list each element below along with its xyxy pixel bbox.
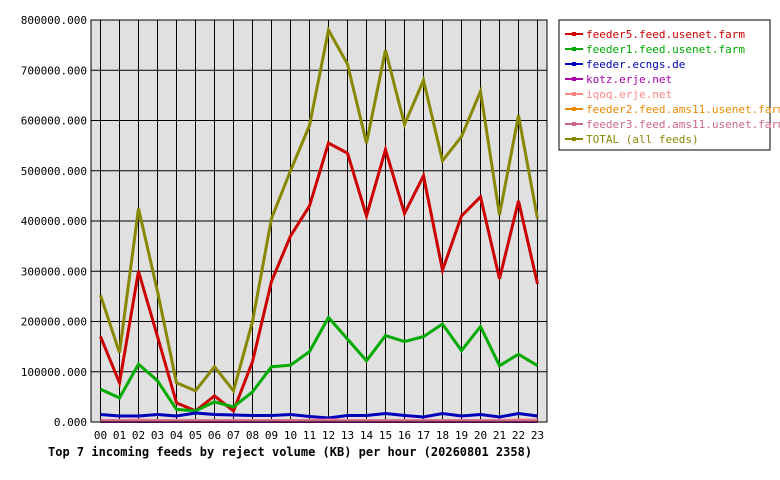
legend-label: TOTAL (all feeds) <box>586 133 699 146</box>
y-tick-label: 600000.000 <box>21 115 87 128</box>
x-tick-label: 18 <box>436 429 449 442</box>
legend-item: iqoq.erje.net <box>565 88 672 101</box>
chart-title: Top 7 incoming feeds by reject volume (K… <box>48 445 532 459</box>
x-tick-label: 10 <box>284 429 297 442</box>
y-tick-label: 500000.000 <box>21 165 87 178</box>
legend-item: feeder.ecngs.de <box>565 58 685 71</box>
legend-marker <box>572 92 576 96</box>
legend-marker <box>572 137 576 141</box>
x-tick-label: 07 <box>227 429 240 442</box>
x-tick-label: 09 <box>265 429 278 442</box>
y-tick-label: 0.000 <box>54 416 87 429</box>
legend-label: feeder1.feed.usenet.farm <box>586 43 745 56</box>
y-axis-ticks: 0.000 100000.000 200000.000 300000.000 40000… <box>21 14 87 429</box>
x-tick-label: 04 <box>170 429 184 442</box>
legend-marker <box>572 77 576 81</box>
legend-box <box>558 19 771 151</box>
legend-marker <box>572 122 576 126</box>
legend-marker <box>572 47 576 51</box>
legend-item: feeder3.feed.ams11.usenet.farm <box>565 118 780 131</box>
y-tick-label: 700000.000 <box>21 64 87 77</box>
y-tick-label: 200000.000 <box>21 316 87 329</box>
x-axis-ticks: 00 01 02 03 04 05 06 07 08 09 10 11 12 13 14 15 16 17 18 19… <box>94 429 544 442</box>
series-line <box>99 314 539 413</box>
x-tick-label: 03 <box>151 429 164 442</box>
legend-item: feeder2.feed.ams11.usenet.farm <box>565 103 780 116</box>
x-tick-label: 12 <box>322 429 335 442</box>
legend-item: TOTAL (all feeds) <box>565 133 699 146</box>
x-tick-label: 08 <box>246 429 259 442</box>
legend-item: feeder1.feed.usenet.farm <box>565 43 745 56</box>
y-tick-label: 400000.000 <box>21 215 87 228</box>
plot-frame <box>90 19 548 423</box>
y-tick-label: 100000.000 <box>21 366 87 379</box>
x-tick-label: 01 <box>113 429 126 442</box>
legend-label: feeder.ecngs.de <box>586 58 685 71</box>
x-tick-label: 11 <box>303 429 316 442</box>
x-tick-label: 14 <box>360 429 374 442</box>
x-tick-label: 23 <box>531 429 544 442</box>
x-tick-label: 22 <box>512 429 525 442</box>
y-tick-label: 800000.000 <box>21 14 87 27</box>
x-tick-label: 02 <box>132 429 145 442</box>
legend-marker <box>572 62 576 66</box>
legend-marker <box>572 32 576 36</box>
legend-item: kotz.erje.net <box>565 73 672 86</box>
series-line <box>99 25 539 395</box>
x-tick-label: 19 <box>455 429 468 442</box>
legend-label: iqoq.erje.net <box>586 88 672 101</box>
x-tick-label: 16 <box>398 429 411 442</box>
x-tick-label: 06 <box>208 429 221 442</box>
series-line <box>100 411 538 420</box>
x-tick-label: 00 <box>94 429 107 442</box>
x-tick-label: 17 <box>417 429 430 442</box>
y-tick-label: 300000.000 <box>21 265 87 278</box>
x-tick-label: 15 <box>379 429 392 442</box>
x-tick-label: 20 <box>474 429 487 442</box>
legend-label: feeder3.feed.ams11.usenet.farm <box>586 118 780 131</box>
legend: feeder5.feed.usenet.farm feeder1.feed.use… <box>558 19 780 151</box>
legend-marker <box>572 107 576 111</box>
x-tick-label: 13 <box>341 429 354 442</box>
x-tick-label: 21 <box>493 429 506 442</box>
series-line <box>99 140 539 414</box>
legend-label: feeder5.feed.usenet.farm <box>586 28 745 41</box>
legend-label: feeder2.feed.ams11.usenet.farm <box>586 103 780 116</box>
legend-label: kotz.erje.net <box>586 73 672 86</box>
x-tick-label: 05 <box>189 429 202 442</box>
legend-item: feeder5.feed.usenet.farm <box>565 28 745 41</box>
